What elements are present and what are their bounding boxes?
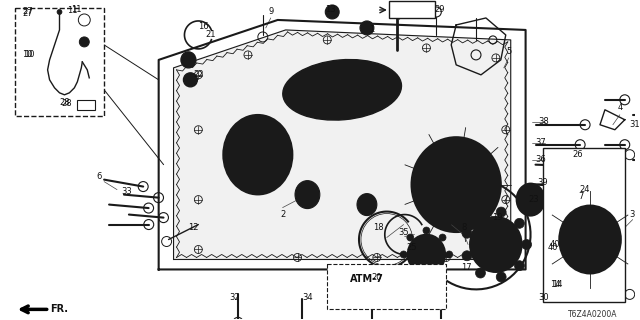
Ellipse shape <box>412 137 501 232</box>
Text: 27: 27 <box>22 10 33 19</box>
Text: 35: 35 <box>398 228 409 237</box>
Text: 14: 14 <box>552 280 563 289</box>
Ellipse shape <box>295 180 320 209</box>
Text: 40: 40 <box>550 240 561 249</box>
Ellipse shape <box>408 235 445 275</box>
Text: 27: 27 <box>22 7 33 16</box>
Ellipse shape <box>181 52 196 68</box>
Text: 38: 38 <box>538 117 549 126</box>
Circle shape <box>446 251 452 258</box>
Text: 6: 6 <box>97 172 102 181</box>
Circle shape <box>439 268 446 275</box>
Text: 32: 32 <box>230 293 241 302</box>
Text: 28: 28 <box>61 99 72 108</box>
Text: 17: 17 <box>461 263 472 272</box>
Text: 37: 37 <box>535 138 546 147</box>
FancyBboxPatch shape <box>327 264 446 309</box>
Circle shape <box>462 228 472 238</box>
Text: 26: 26 <box>573 150 584 159</box>
Text: 33: 33 <box>122 187 132 196</box>
Ellipse shape <box>516 184 545 216</box>
Text: 1: 1 <box>369 25 374 35</box>
Text: 31: 31 <box>629 120 640 129</box>
Ellipse shape <box>575 223 605 256</box>
Bar <box>77 100 95 110</box>
Text: 3: 3 <box>629 210 634 219</box>
FancyBboxPatch shape <box>15 8 104 116</box>
Text: 22: 22 <box>193 70 204 79</box>
Text: 34: 34 <box>302 293 313 302</box>
Text: 39: 39 <box>537 178 548 187</box>
Text: 25: 25 <box>406 243 417 252</box>
Circle shape <box>522 239 532 250</box>
Text: 21: 21 <box>205 30 216 39</box>
Circle shape <box>325 5 339 19</box>
Circle shape <box>57 10 62 14</box>
Text: 18: 18 <box>374 223 384 232</box>
Text: 11: 11 <box>71 5 82 14</box>
Text: 14: 14 <box>550 280 561 289</box>
Circle shape <box>515 218 524 228</box>
Ellipse shape <box>223 115 292 195</box>
Circle shape <box>400 251 407 258</box>
Polygon shape <box>173 30 511 260</box>
Circle shape <box>496 207 506 217</box>
Circle shape <box>496 272 506 282</box>
Circle shape <box>423 227 430 234</box>
Text: 4: 4 <box>617 103 623 112</box>
Text: 23: 23 <box>528 195 539 204</box>
Circle shape <box>360 21 374 35</box>
Circle shape <box>407 234 414 241</box>
Ellipse shape <box>417 245 435 264</box>
Circle shape <box>423 275 430 282</box>
Text: 7: 7 <box>579 192 584 201</box>
Ellipse shape <box>79 37 89 47</box>
Text: 20: 20 <box>372 273 382 282</box>
FancyBboxPatch shape <box>543 148 625 302</box>
Text: B-35: B-35 <box>400 5 425 15</box>
FancyBboxPatch shape <box>388 1 435 18</box>
Text: T6Z4A0200A: T6Z4A0200A <box>568 310 618 319</box>
Text: 29: 29 <box>434 5 445 14</box>
Text: 13: 13 <box>325 5 335 14</box>
Text: 40: 40 <box>547 243 557 252</box>
Ellipse shape <box>439 166 474 203</box>
Ellipse shape <box>357 194 377 216</box>
Ellipse shape <box>470 217 522 272</box>
Text: 10: 10 <box>24 50 35 60</box>
Text: 16: 16 <box>198 22 209 31</box>
Circle shape <box>407 268 414 275</box>
Text: 9: 9 <box>268 7 273 16</box>
Ellipse shape <box>484 232 508 258</box>
Text: 10: 10 <box>22 50 33 60</box>
Text: 30: 30 <box>538 293 548 302</box>
Circle shape <box>462 251 472 261</box>
Ellipse shape <box>559 205 621 274</box>
Circle shape <box>328 8 336 16</box>
Text: 28: 28 <box>59 98 70 107</box>
Circle shape <box>476 268 485 278</box>
Circle shape <box>515 261 524 271</box>
Circle shape <box>439 234 446 241</box>
Text: 12: 12 <box>188 223 198 232</box>
Ellipse shape <box>184 73 197 87</box>
Text: 15: 15 <box>397 11 408 20</box>
Text: 19: 19 <box>493 213 503 222</box>
Text: FR.: FR. <box>51 304 68 314</box>
Text: ATM-7: ATM-7 <box>350 275 384 284</box>
Text: 11: 11 <box>67 6 77 15</box>
Text: 5: 5 <box>506 47 511 56</box>
Circle shape <box>476 211 485 221</box>
Text: 2: 2 <box>280 210 285 219</box>
Text: 8: 8 <box>461 223 467 232</box>
Text: 36: 36 <box>535 155 546 164</box>
Text: 24: 24 <box>580 185 590 194</box>
Ellipse shape <box>283 60 401 120</box>
